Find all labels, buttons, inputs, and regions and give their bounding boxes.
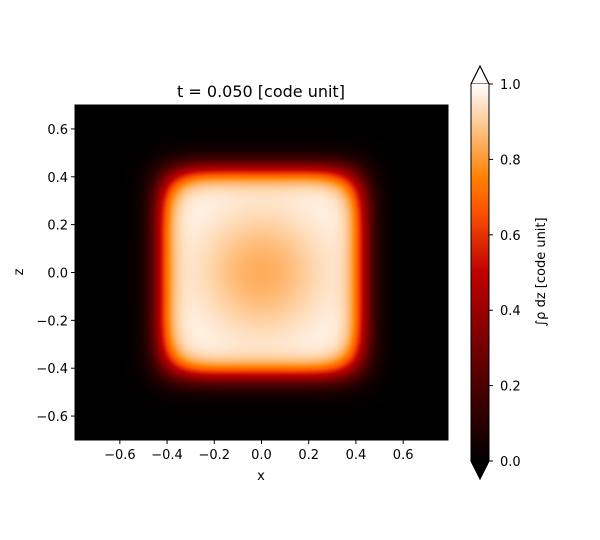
colorbar-extend-bottom: [470, 460, 490, 481]
heatmap-image-wrapper: [75, 105, 448, 440]
y-tick-label: −0.4: [36, 362, 68, 377]
x-tick-label: −0.6: [104, 448, 136, 463]
y-tick-label: 0.4: [47, 171, 68, 186]
colorbar-tick-label: 1.0: [500, 78, 521, 93]
colorbar-label: ∫ρ dz [code unit]: [534, 217, 549, 326]
y-tick-label: 0.2: [47, 219, 68, 234]
colorbar-ticks: 0.0 0.2 0.4 0.6 0.8 1.0: [489, 78, 521, 470]
x-tick-label: −0.4: [151, 448, 183, 463]
y-tick-label: −0.6: [36, 410, 68, 425]
x-tick-label: −0.2: [198, 448, 230, 463]
y-tick-label: 0.6: [47, 123, 68, 138]
y-tick-label: −0.2: [36, 314, 68, 329]
colorbar-tick-label: 0.2: [500, 380, 521, 395]
y-axis-label: z: [12, 268, 27, 275]
y-tick-label: 0.0: [47, 267, 68, 282]
colorbar-extend-top: [470, 64, 490, 85]
colorbar-tick-label: 0.4: [500, 304, 521, 319]
colorbar-gradient: [471, 84, 489, 461]
x-tick-label: 0.4: [346, 448, 367, 463]
x-axis-label: x: [257, 469, 265, 484]
x-tick-label: 0.0: [251, 448, 272, 463]
colorbar-tick-label: 0.8: [500, 153, 521, 168]
colorbar-tick-label: 0.0: [500, 455, 521, 470]
plot-area: [74, 104, 449, 441]
colorbar: 0.0 0.2 0.4 0.6 0.8 1.0 ∫ρ dz [code unit]: [470, 64, 549, 481]
x-axis-ticks: −0.6 −0.4 −0.2 0.0 0.2 0.4 0.6: [104, 440, 413, 463]
x-tick-label: 0.6: [393, 448, 414, 463]
x-tick-label: 0.2: [298, 448, 319, 463]
colorbar-tick-label: 0.6: [500, 229, 521, 244]
heatmap-image: [75, 105, 448, 440]
chart-title: t = 0.050 [code unit]: [177, 82, 345, 101]
y-axis-ticks: −0.6 −0.4 −0.2 0.0 0.2 0.4 0.6: [36, 123, 75, 425]
